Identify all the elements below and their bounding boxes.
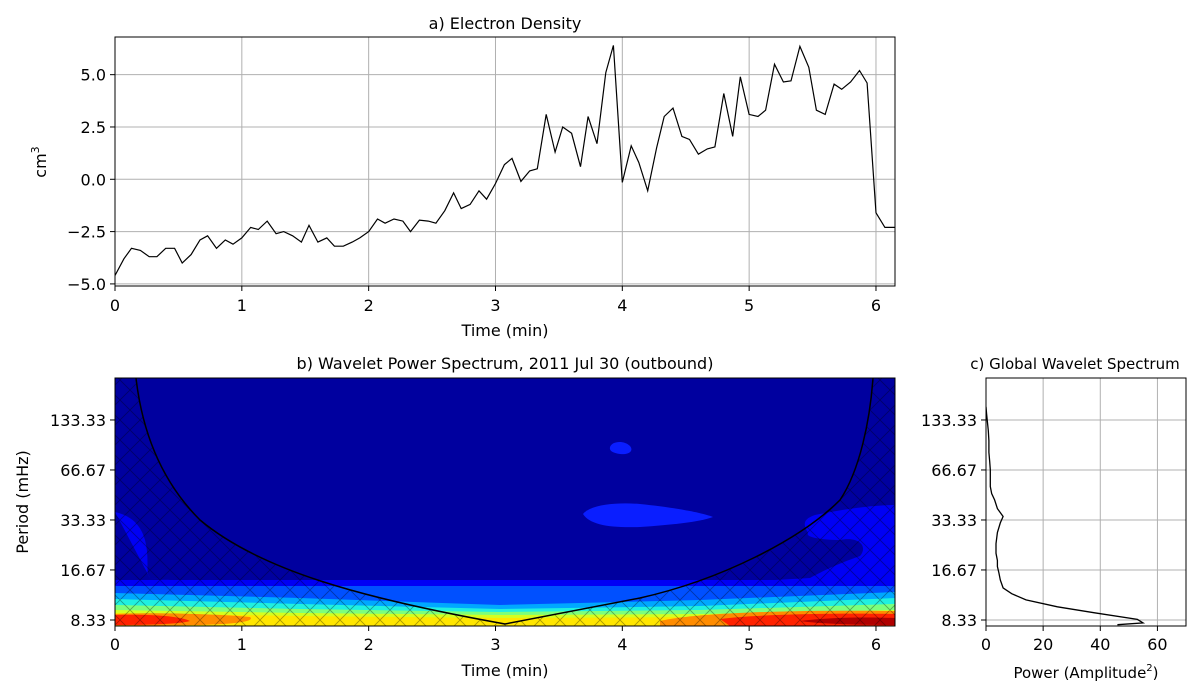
panel-a-ytick-label: −5.0 xyxy=(67,275,106,294)
panel-b-ticks: 0 1 2 3 4 5 6 8.33 16.67 33.33 66.67 133.33 xyxy=(50,411,881,654)
panel-a-xtick-label: 0 xyxy=(110,296,120,315)
panel-b-wavelet-power: 0 1 2 3 4 5 6 8.33 16.67 33.33 66.67 133.33 b) Wave… xyxy=(13,354,896,680)
panel-a-xlabel: Time (min) xyxy=(461,321,549,340)
panel-b-frame xyxy=(114,377,896,627)
panel-c-ytick-label: 133.33 xyxy=(921,411,977,430)
panel-b-ytick-label: 133.33 xyxy=(50,411,106,430)
panel-b-title: b) Wavelet Power Spectrum, 2011 Jul 30 (… xyxy=(297,354,714,373)
panel-a-xtick-label: 6 xyxy=(871,296,881,315)
panel-b-xtick-label: 0 xyxy=(110,635,120,654)
panel-a-frame xyxy=(114,36,896,287)
panel-a-electron-density: 0 1 2 3 4 5 6 −5.0 −2.5 0.0 2.5 5.0 a) Electron Den… xyxy=(29,14,896,340)
panel-c-series-layer xyxy=(986,406,1146,626)
panel-b-xtick-label: 5 xyxy=(744,635,754,654)
panel-c-ytick-label: 8.33 xyxy=(941,611,977,630)
panel-b-xtick-label: 6 xyxy=(871,635,881,654)
power-band-level-2 xyxy=(115,505,895,607)
panel-b-xtick-label: 4 xyxy=(617,635,627,654)
panel-c-xlabel-base: Power (Amplitude xyxy=(1013,664,1146,682)
panel-a-ylabel-base: cm xyxy=(31,153,50,177)
panel-b-ytick-label: 8.33 xyxy=(70,611,106,630)
panel-a-ytick-label: 0.0 xyxy=(81,170,106,189)
panel-c-xtick-label: 0 xyxy=(981,635,991,654)
panel-b-ytick-label: 66.67 xyxy=(60,461,106,480)
panel-b-xtick-label: 2 xyxy=(364,635,374,654)
global-wavelet-line xyxy=(986,406,1146,626)
panel-b-xtick-label: 3 xyxy=(490,635,500,654)
electron-density-line xyxy=(115,44,895,276)
power-island-133mhz xyxy=(609,441,632,455)
panel-a-series-layer xyxy=(115,44,895,276)
panel-c-xtick-label: 20 xyxy=(1033,635,1053,654)
panel-a-xtick-label: 5 xyxy=(744,296,754,315)
panel-c-title: c) Global Wavelet Spectrum xyxy=(970,355,1179,373)
panel-c-ticks: 0 20 40 60 8.33 16.67 33.33 66.67 133.33 xyxy=(921,411,1168,654)
coi-hatch-region xyxy=(115,378,895,626)
panel-c-xlabel-sup: 2 xyxy=(1146,663,1152,674)
panel-a-xtick-label: 3 xyxy=(490,296,500,315)
panel-b-ytick-label: 16.67 xyxy=(60,561,106,580)
panel-a-ticks: 0 1 2 3 4 5 6 −5.0 −2.5 0.0 2.5 5.0 xyxy=(67,66,881,315)
panel-c-ytick-label: 33.33 xyxy=(931,511,977,530)
panel-c-xlabel-suffix: ) xyxy=(1153,664,1159,682)
panel-b-xlabel: Time (min) xyxy=(461,661,549,680)
panel-a-title: a) Electron Density xyxy=(429,14,582,33)
panel-a-ylabel: cm3 xyxy=(29,146,50,177)
panel-c-xlabel: Power (Amplitude2) xyxy=(1013,663,1158,682)
panel-a-xtick-label: 1 xyxy=(237,296,247,315)
power-island-33mhz xyxy=(583,503,713,528)
panel-c-grid xyxy=(985,378,1186,626)
panel-a-ytick-label: 2.5 xyxy=(81,118,106,137)
panel-a-xtick-label: 2 xyxy=(364,296,374,315)
panel-a-ytick-label: −2.5 xyxy=(67,223,106,242)
panel-a-xtick-label: 4 xyxy=(617,296,627,315)
panel-a-grid xyxy=(114,37,895,286)
panel-b-xtick-label: 1 xyxy=(237,635,247,654)
panel-b-ylabel: Period (mHz) xyxy=(13,450,32,553)
cone-of-influence-curve xyxy=(135,378,874,625)
panel-a-ytick-label: 5.0 xyxy=(81,66,106,85)
panel-c-xtick-label: 40 xyxy=(1090,635,1110,654)
panel-c-global-wavelet: 0 20 40 60 8.33 16.67 33.33 66.67 133.33 c) Glob… xyxy=(921,355,1187,682)
panel-c-ytick-label: 66.67 xyxy=(931,461,977,480)
panel-c-ytick-label: 16.67 xyxy=(931,561,977,580)
panel-a-ylabel-sup: 3 xyxy=(29,146,42,153)
panel-c-frame xyxy=(985,377,1187,627)
panel-c-xtick-label: 60 xyxy=(1147,635,1167,654)
wavelet-contour-field xyxy=(115,378,895,626)
panel-b-ytick-label: 33.33 xyxy=(60,511,106,530)
